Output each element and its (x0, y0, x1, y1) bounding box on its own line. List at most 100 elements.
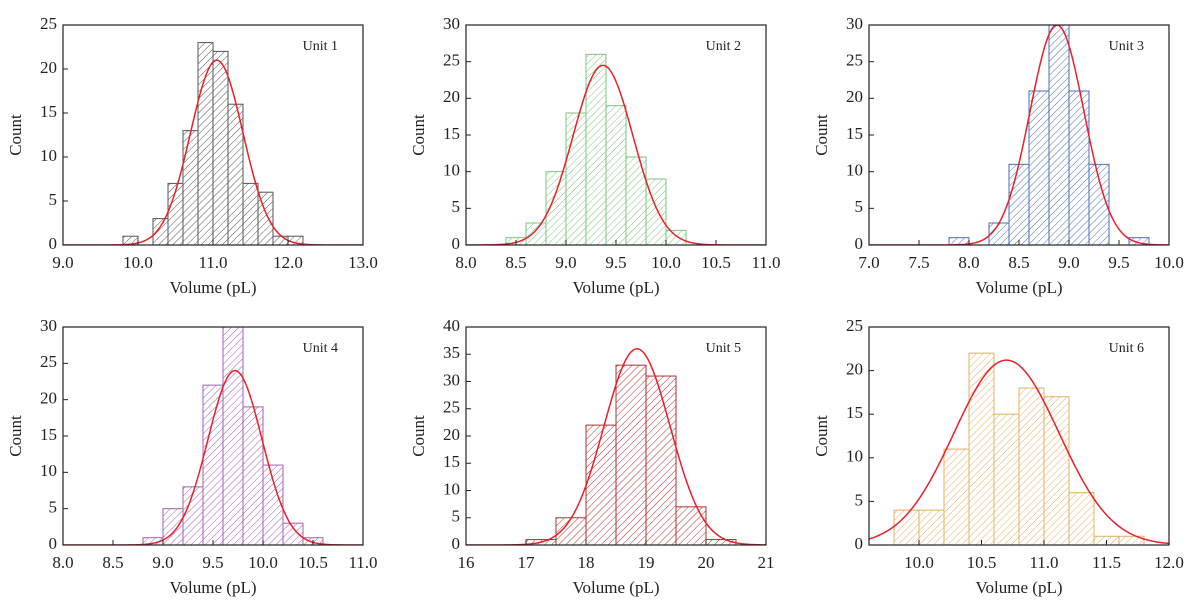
y-tick-label: 20 (846, 87, 863, 106)
bar (605, 105, 627, 245)
x-tick-label: 9.0 (555, 253, 576, 272)
y-tick-label: 0 (452, 534, 461, 553)
y-tick-label: 20 (443, 87, 460, 106)
bar (993, 413, 1020, 545)
bar (182, 130, 199, 245)
x-tick-label: 10.0 (651, 253, 681, 272)
x-tick-label: 10.0 (1154, 253, 1184, 272)
bar (968, 352, 995, 545)
bar (182, 486, 204, 545)
y-tick-label: 20 (40, 58, 57, 77)
x-tick-label: 7.5 (908, 253, 929, 272)
y-tick-label: 5 (855, 197, 864, 216)
bar (152, 218, 169, 245)
x-tick-label: 11.5 (1092, 553, 1121, 572)
x-tick-label: 9.0 (1058, 253, 1079, 272)
x-tick-label: 10.0 (904, 553, 934, 572)
bar (282, 522, 304, 545)
y-axis-label: Count (6, 415, 25, 457)
y-tick-label: 5 (452, 197, 461, 216)
x-axis-label: Volume (pL) (975, 578, 1062, 597)
x-axis-label: Volume (pL) (572, 278, 659, 297)
panel: 8.0 8.5 9.0 9.5 10.0 10.5 11.0 0 5 10 15 20 25 30 Volu… (6, 316, 378, 597)
y-tick-label: 10 (443, 161, 460, 180)
x-tick-label: 21 (758, 553, 775, 572)
bar (1068, 492, 1095, 545)
y-tick-label: 30 (443, 370, 460, 389)
x-tick-label: 9.0 (52, 253, 73, 272)
bar (272, 235, 289, 245)
x-tick-label: 11.0 (751, 253, 780, 272)
x-tick-label: 10.5 (298, 553, 328, 572)
y-tick-label: 15 (846, 403, 863, 422)
y-tick-label: 5 (49, 498, 58, 517)
y-tick-label: 0 (452, 234, 461, 253)
bar (162, 508, 184, 545)
bar (242, 406, 264, 545)
x-tick-label: 16 (458, 553, 475, 572)
bar (1028, 90, 1050, 245)
bar (615, 364, 647, 545)
panel: 10.0 10.5 11.0 11.5 12.0 0 5 10 15 20 25 Volume (pL… (812, 316, 1184, 597)
x-tick-label: 18 (578, 553, 595, 572)
bar (1018, 387, 1045, 545)
x-tick-label: 9.5 (202, 553, 223, 572)
y-tick-label: 0 (49, 534, 58, 553)
x-axis-label: Volume (pL) (169, 278, 256, 297)
bar (1068, 90, 1090, 245)
y-tick-label: 5 (855, 490, 864, 509)
y-tick-label: 15 (443, 452, 460, 471)
y-tick-label: 0 (855, 534, 864, 553)
annotation: Unit 3 (1109, 39, 1144, 54)
y-tick-label: 10 (40, 461, 57, 480)
x-tick-label: 8.5 (102, 553, 123, 572)
bar (645, 375, 677, 545)
y-tick-label: 10 (40, 146, 57, 165)
y-tick-label: 15 (443, 124, 460, 143)
x-axis-label: Volume (pL) (169, 578, 256, 597)
y-tick-label: 15 (40, 425, 57, 444)
y-tick-label: 30 (40, 316, 57, 335)
annotation: Unit 6 (1109, 341, 1144, 356)
y-tick-label: 10 (846, 447, 863, 466)
y-tick-label: 0 (855, 234, 864, 253)
annotation: Unit 1 (303, 39, 338, 54)
bar (525, 222, 547, 245)
x-tick-label: 8.0 (455, 253, 476, 272)
y-tick-label: 0 (49, 234, 58, 253)
x-tick-label: 13.0 (348, 253, 378, 272)
bar (988, 222, 1010, 245)
y-tick-label: 25 (443, 51, 460, 70)
y-tick-label: 35 (443, 343, 460, 362)
x-tick-label: 10.0 (248, 553, 278, 572)
bar (1118, 535, 1145, 545)
x-tick-label: 10.5 (967, 553, 997, 572)
bar (1048, 25, 1070, 245)
bar (565, 112, 587, 245)
y-tick-label: 20 (443, 425, 460, 444)
x-tick-label: 9.0 (152, 553, 173, 572)
x-tick-label: 12.0 (1154, 553, 1184, 572)
x-tick-label: 7.0 (858, 253, 879, 272)
annotation: Unit 2 (706, 39, 741, 54)
x-tick-label: 10.5 (701, 253, 731, 272)
bar (675, 506, 707, 545)
bar (242, 182, 259, 245)
y-tick-label: 20 (846, 360, 863, 379)
x-tick-label: 17 (518, 553, 536, 572)
y-axis-label: Count (812, 415, 831, 457)
bar (585, 424, 617, 545)
fit-curve (869, 25, 1169, 245)
x-tick-label: 11.0 (348, 553, 377, 572)
x-tick-label: 8.0 (958, 253, 979, 272)
annotation: Unit 5 (706, 341, 741, 356)
x-tick-label: 11.0 (198, 253, 227, 272)
x-tick-label: 8.5 (505, 253, 526, 272)
panel: 16 17 18 19 20 21 0 5 10 15 20 25 30 35 40 Volume (pL) C… (409, 316, 775, 597)
plot-frame (868, 326, 1170, 546)
x-tick-label: 9.5 (1108, 253, 1129, 272)
y-tick-label: 25 (846, 51, 863, 70)
y-tick-label: 25 (40, 352, 57, 371)
y-tick-label: 25 (40, 14, 57, 33)
x-tick-label: 12.0 (273, 253, 303, 272)
